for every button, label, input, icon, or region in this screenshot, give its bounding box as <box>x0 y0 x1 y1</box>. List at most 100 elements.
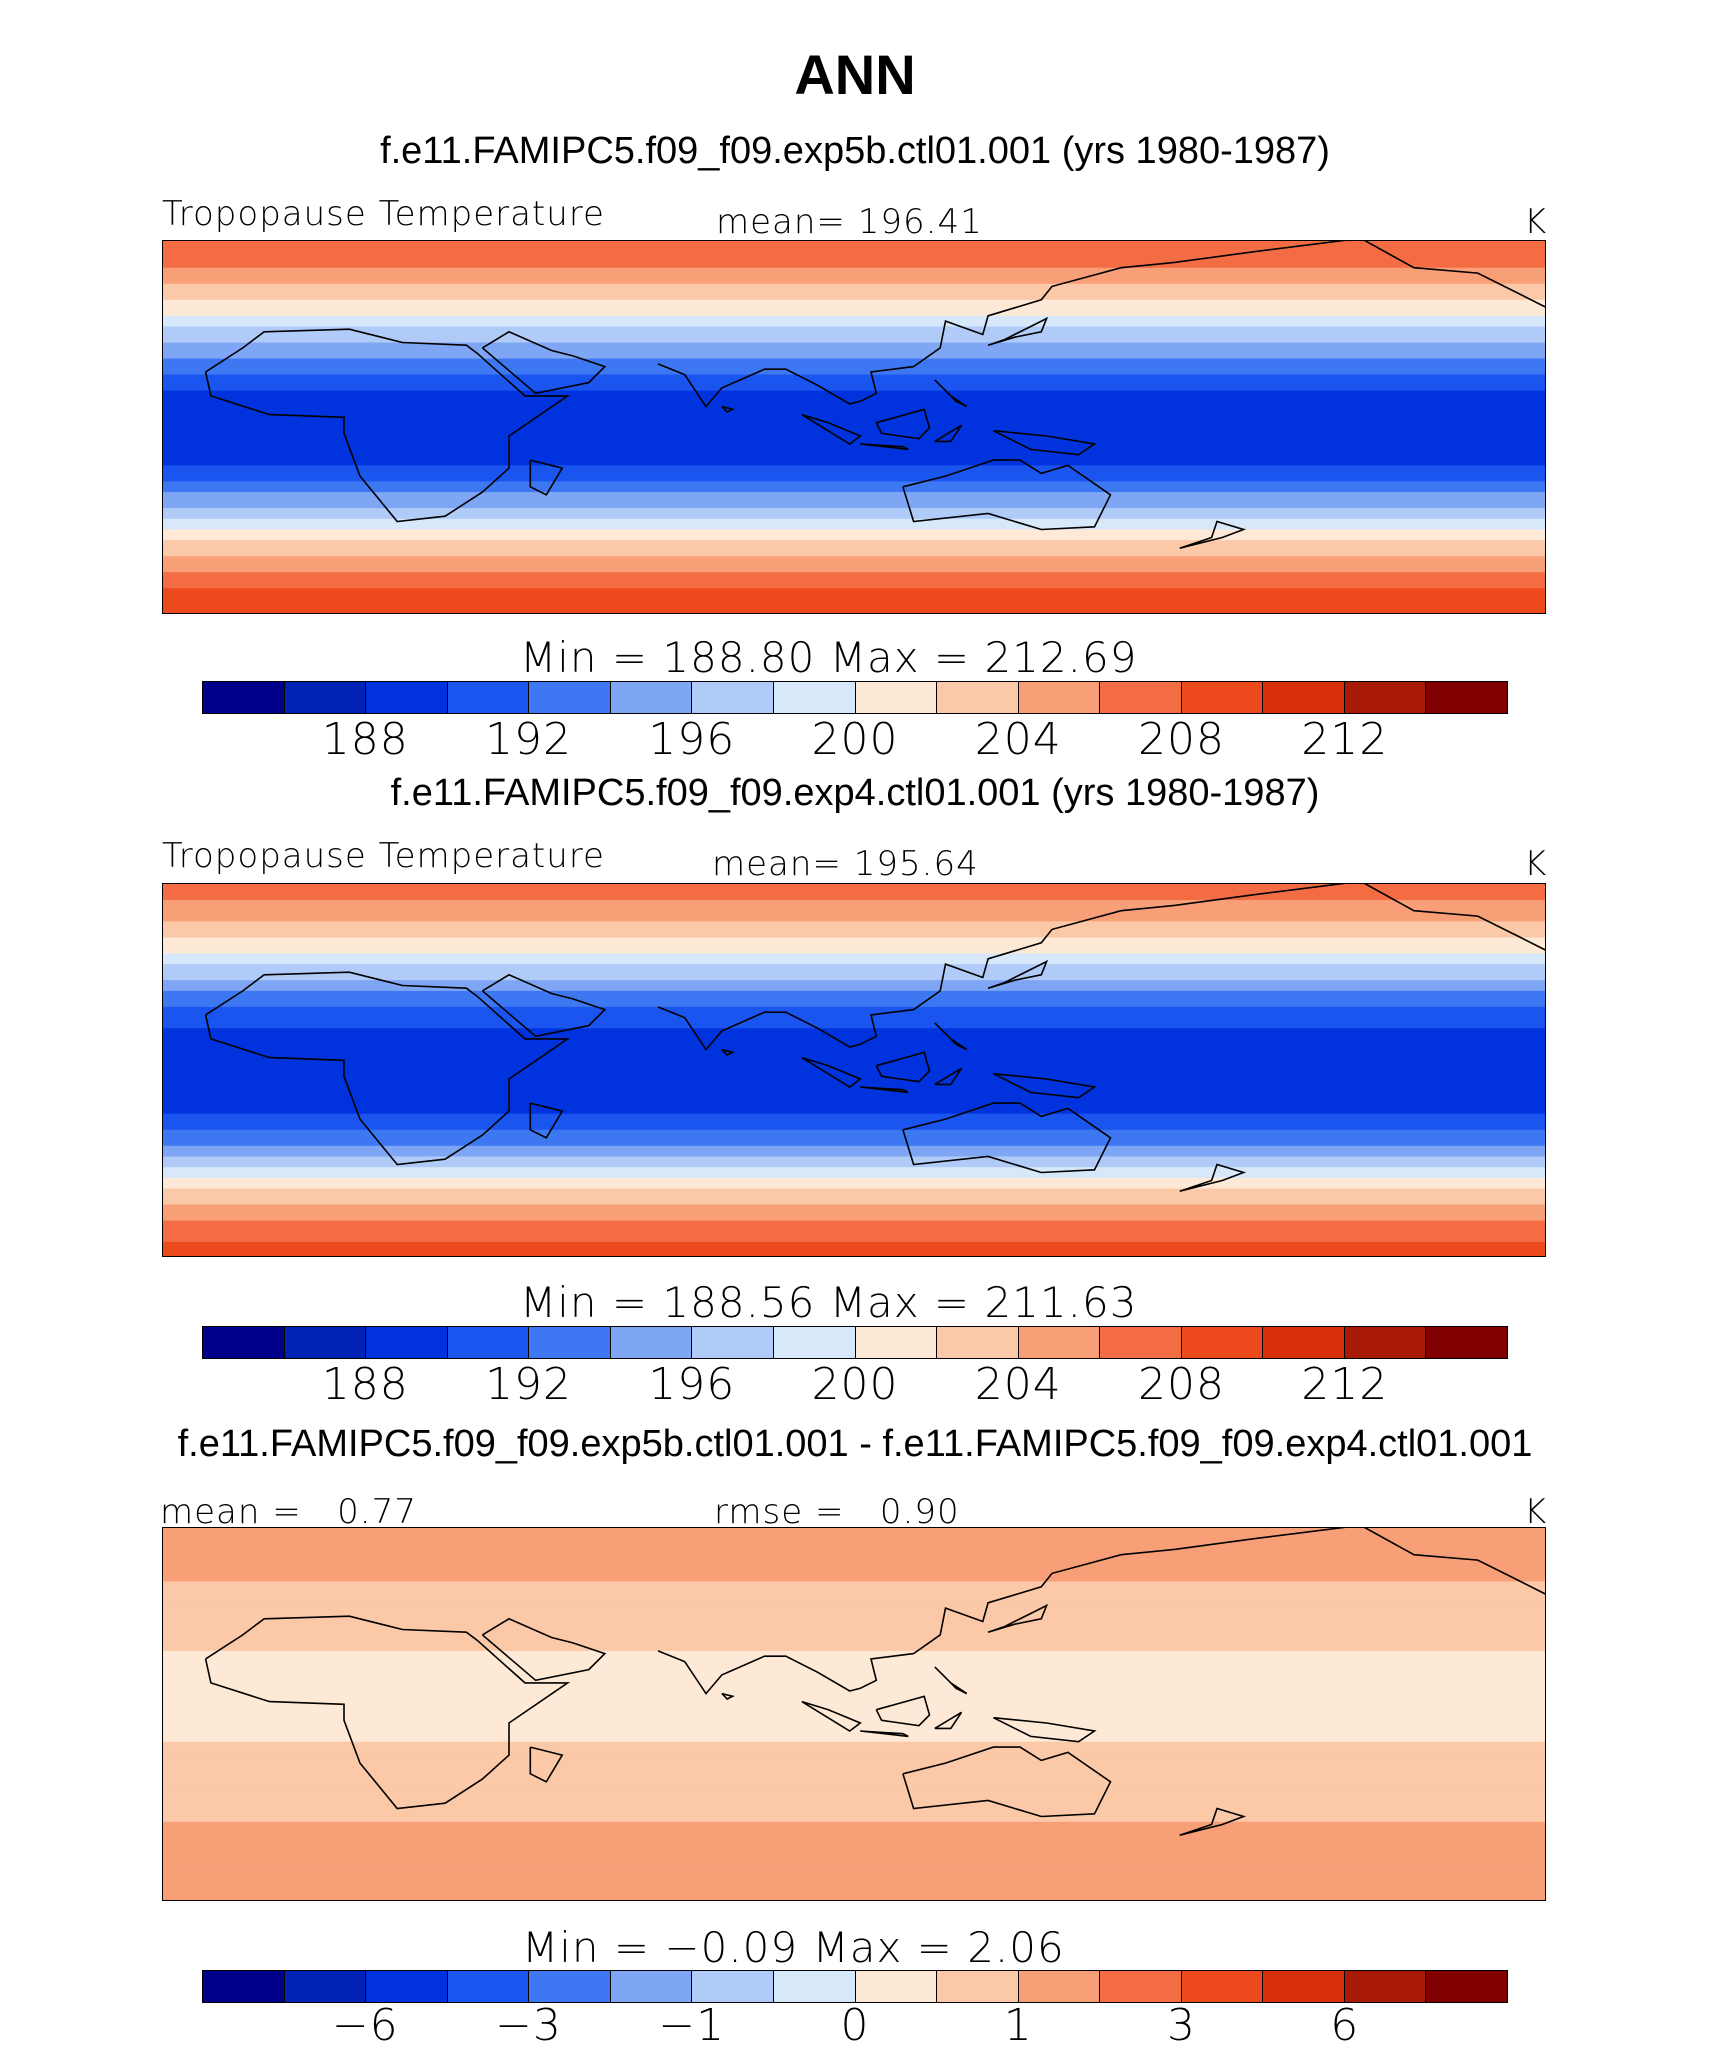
panel-1-latitude-band <box>163 417 1545 424</box>
panel-2-latitude-band <box>163 1225 1545 1233</box>
panel-3-colorbar-tick-label: −1 <box>658 2000 726 2051</box>
panel-3-latitude-band <box>163 1602 1545 1609</box>
panel-3-colorbar-swatch <box>1344 1971 1427 2002</box>
panel-2-colorbar-swatch <box>1100 1327 1182 1358</box>
panel-1-min-max: Min = 188.80 Max = 212.69 <box>520 633 1138 682</box>
panel-1-latitude-band <box>163 305 1545 312</box>
panel-2-latitude-band <box>163 1103 1545 1110</box>
panel-3-latitude-band <box>163 1805 1545 1812</box>
panel-1-colorbar-swatch <box>203 682 285 713</box>
panel-3-colorbar-swatch <box>855 1971 938 2002</box>
panel-2-coastline <box>657 884 1346 1051</box>
panel-3-map <box>162 1527 1546 1901</box>
panel-2-latitude-band <box>163 1060 1545 1067</box>
panel-2-colorbar-swatch <box>1263 1327 1345 1358</box>
panel-1-map <box>162 240 1546 614</box>
panel-1-latitude-band <box>163 492 1545 499</box>
panel-2-latitude-band <box>163 884 1545 891</box>
panel-3-colorbar-swatch <box>610 1971 693 2002</box>
panel-3-colorbar-swatch <box>1181 1971 1264 2002</box>
panel-2-latitude-band <box>163 1220 1545 1227</box>
panel-2-latitude-band <box>163 990 1545 997</box>
panel-2-latitude-band <box>163 996 1545 1003</box>
panel-1-latitude-band <box>163 540 1545 547</box>
panel-3-colorbar-swatch <box>1263 1971 1345 2002</box>
panel-2-latitude-band <box>163 894 1545 901</box>
panel-3-latitude-band <box>163 1827 1545 1834</box>
panel-1-colorbar-swatch <box>1100 682 1182 713</box>
panel-2-coastline <box>860 1086 909 1094</box>
panel-2-latitude-band <box>163 1081 1545 1088</box>
panel-3-latitude-band <box>163 1698 1545 1706</box>
panel-1-latitude-band <box>163 577 1545 584</box>
panel-2-latitude-band <box>163 1022 1545 1030</box>
panel-3-latitude-band <box>163 1757 1545 1764</box>
panel-2-latitude-band <box>163 1038 1545 1046</box>
panel-2-latitude-band <box>163 1049 1545 1056</box>
panel-1-colorbar-swatch <box>1263 682 1345 713</box>
panel-3-latitude-band <box>163 1752 1545 1759</box>
panel-3-mean-value: 0.77 <box>337 1492 417 1532</box>
panel-3-colorbar-swatch <box>1426 1971 1507 2002</box>
panel-1-colorbar-swatch <box>1018 682 1101 713</box>
panel-3-latitude-band <box>163 1773 1545 1780</box>
panel-3-latitude-band <box>163 1656 1545 1663</box>
panel-3-latitude-band <box>163 1779 1545 1786</box>
panel-2-latitude-band <box>163 1140 1545 1147</box>
panel-3-coastline <box>1363 1528 1545 1595</box>
panel-1-latitude-band <box>163 273 1545 280</box>
panel-3-min-max: Min = −0.09 Max = 2.06 <box>522 1923 1065 1972</box>
panel-3-case-title: f.e11.FAMIPC5.f09_f09.exp5b.ctl01.001 - … <box>177 1423 1533 1465</box>
panel-1-latitude-band <box>163 444 1545 451</box>
panel-1-latitude-band <box>163 593 1545 600</box>
panel-3-latitude-band <box>163 1720 1545 1727</box>
panel-2-latitude-band <box>163 1124 1545 1131</box>
panel-2-latitude-band <box>163 1193 1545 1201</box>
panel-3-latitude-band <box>163 1570 1545 1577</box>
panel-1-coastline <box>875 408 931 440</box>
panel-3-coastline <box>529 1746 564 1783</box>
panel-2-latitude-band <box>163 1092 1545 1099</box>
panel-2-latitude-band <box>163 910 1545 917</box>
panel-2-latitude-band <box>163 985 1545 992</box>
panel-2-map <box>162 883 1546 1257</box>
panel-2-coastline <box>529 1102 564 1139</box>
panel-1-coastline <box>721 405 735 413</box>
panel-2-colorbar-swatch <box>1181 1327 1264 1358</box>
panel-1-colorbar-tick-label: 188 <box>321 714 409 765</box>
panel-3-rmse-value: 0.90 <box>879 1492 960 1532</box>
panel-1-colorbar-swatch <box>1426 682 1507 713</box>
panel-3-latitude-band <box>163 1592 1545 1599</box>
panel-2-colorbar-swatch <box>937 1327 1019 1358</box>
panel-2-latitude-band <box>163 1252 1545 1256</box>
panel-3-latitude-band <box>163 1864 1545 1871</box>
panel-2-coastline <box>204 971 571 1166</box>
panel-2-latitude-band <box>163 1209 1545 1217</box>
panel-3-colorbar-tick-label: 1 <box>1003 2000 1033 2051</box>
panel-1-colorbar-swatch <box>610 682 693 713</box>
panel-1-latitude-band <box>163 566 1545 574</box>
panel-3-latitude-band <box>163 1885 1545 1893</box>
panel-1-latitude-band <box>163 331 1545 338</box>
panel-3-coastline <box>721 1692 735 1700</box>
panel-2-min-max: Min = 188.56 Max = 211.63 <box>520 1278 1138 1327</box>
panel-2-latitude-band <box>163 974 1545 981</box>
panel-2-latitude-band <box>163 1151 1545 1158</box>
panel-2-colorbar-swatch <box>855 1327 938 1358</box>
panel-1-latitude-band <box>163 246 1545 253</box>
panel-1-colorbar-tick-label: 192 <box>485 714 572 765</box>
panel-3-latitude-band <box>163 1747 1545 1754</box>
panel-1-latitude-band <box>163 460 1545 467</box>
panel-1-latitude-band <box>163 257 1545 264</box>
panel-1-coastline <box>481 330 607 395</box>
panel-3-latitude-band <box>163 1560 1545 1567</box>
panel-1-latitude-band <box>163 379 1545 387</box>
panel-1-latitude-band <box>163 550 1545 558</box>
panel-1-latitude-band <box>163 326 1545 333</box>
panel-1-latitude-band <box>163 401 1545 408</box>
panel-3-latitude-band <box>163 1581 1545 1588</box>
panel-1-latitude-band <box>163 545 1545 552</box>
panel-2-latitude-band <box>163 953 1545 960</box>
panel-2-coastline <box>481 973 607 1038</box>
panel-1-latitude-band <box>163 321 1545 328</box>
